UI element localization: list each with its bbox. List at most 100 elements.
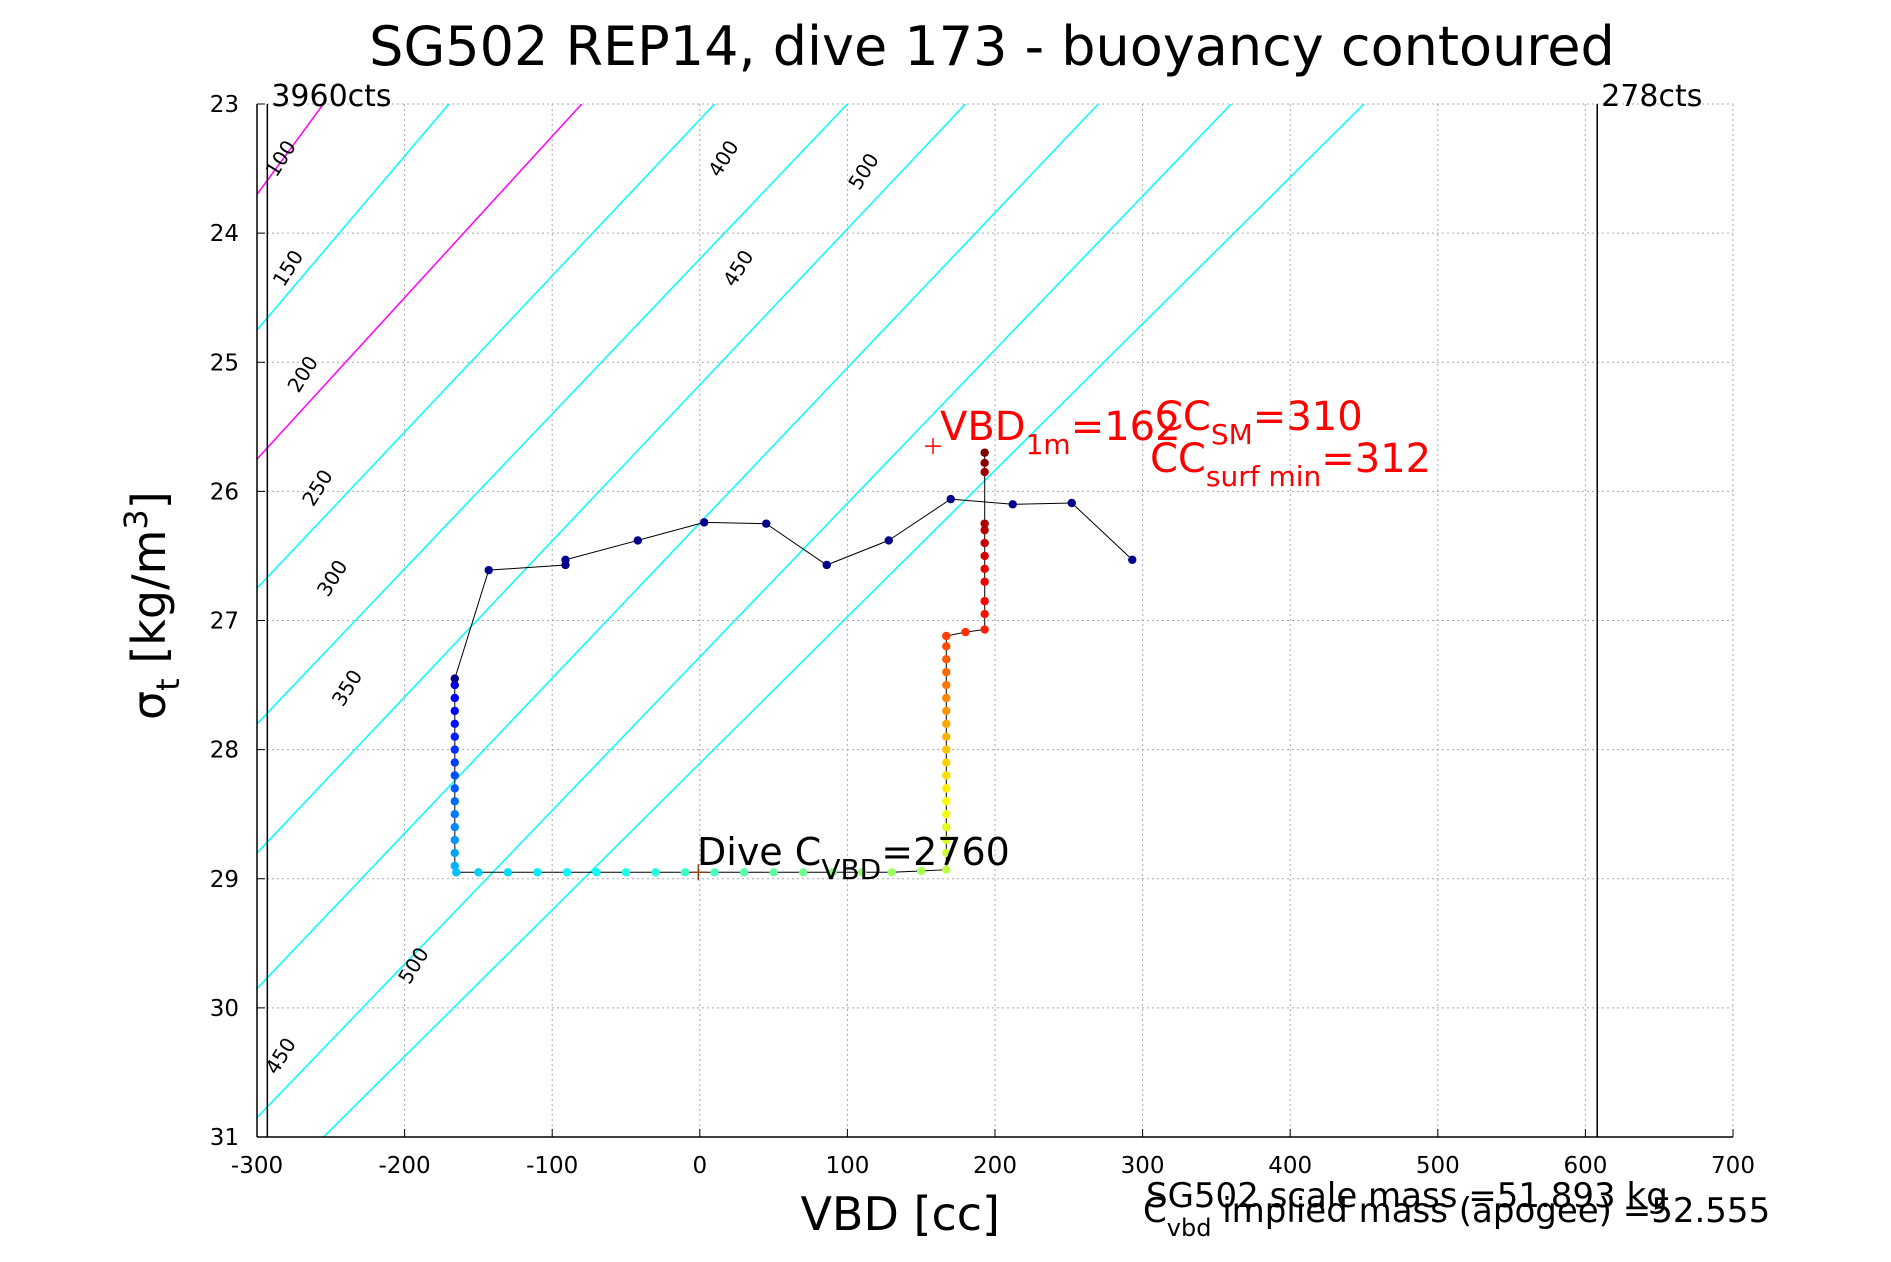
- dive-path-point: [450, 745, 459, 754]
- dive-path-point: [942, 631, 951, 641]
- dive-path-point: [769, 868, 778, 877]
- contour-label-250: 250: [297, 465, 338, 510]
- contour-label-450: 450: [718, 246, 759, 291]
- dive-path-point: [710, 868, 719, 877]
- x-tick-label: 300: [1121, 1153, 1165, 1179]
- dive-path-point: [828, 868, 837, 877]
- contour-line-300: [257, 104, 848, 725]
- surface-point: [633, 536, 643, 545]
- dive-path-point: [450, 835, 459, 845]
- count-lines: 3960cts 278cts: [266, 79, 1702, 1137]
- cc-sm-value: =310: [1253, 394, 1363, 440]
- contour-line-150: [257, 104, 450, 331]
- dive-path-point: [450, 771, 459, 780]
- tick-labels: -300 -200 -100 0 100 200 300 400 500 600 700 23 24 25…: [210, 92, 1755, 1179]
- dive-path-point: [942, 784, 951, 793]
- dive-path-point: [739, 868, 749, 877]
- dive-path-point: [450, 822, 459, 832]
- vbd-1m-value: =162: [1071, 404, 1181, 450]
- y-tick-label: 30: [210, 996, 239, 1022]
- dive-path-point: [980, 467, 989, 477]
- y-axis-label-main: σ: [122, 691, 176, 720]
- dive-path-point: [980, 525, 989, 535]
- dive-path-point: [942, 797, 951, 806]
- dive-path-point: [857, 868, 867, 877]
- vbd-1m-sub: 1m: [1026, 428, 1071, 461]
- dive-path-point: [474, 868, 483, 877]
- y-axis-label: σt [kg/m3]: [117, 491, 187, 720]
- surface-point: [450, 674, 459, 683]
- scale-mass-annotation: SG502 scale mass =51.893 kg: [1146, 1176, 1668, 1216]
- dive-path-point: [980, 564, 989, 574]
- dive-path-point: [980, 551, 989, 561]
- dive-path-point: [942, 655, 951, 664]
- cc-sm-annotation: CCSM=310: [1155, 394, 1363, 451]
- dive-cvbd-value: =2760: [881, 830, 1010, 874]
- y-axis-label-sub: t: [149, 678, 187, 691]
- dive-path-point: [980, 448, 989, 457]
- dive-path-point: [798, 868, 808, 877]
- dive-path-point: [503, 868, 513, 877]
- surface-point: [484, 565, 493, 575]
- dive-path-point: [942, 771, 951, 780]
- y-tick-label: 28: [210, 738, 239, 764]
- dive-path-point: [651, 868, 660, 877]
- surface-point: [884, 536, 893, 545]
- dive-path-point: [942, 848, 951, 858]
- y-tick-label: 27: [210, 609, 239, 635]
- cc-sm-main: CC: [1155, 394, 1211, 440]
- count-label-278cts: 278cts: [1601, 79, 1702, 114]
- y-tick-label: 29: [210, 867, 239, 893]
- plus-marker: [690, 864, 707, 881]
- contour-line-500: [322, 104, 1365, 1137]
- contour-label-150: 150: [268, 246, 309, 291]
- dive-path-point: [980, 625, 989, 634]
- y-tick-label: 23: [210, 92, 239, 118]
- surface-point: [1008, 500, 1017, 509]
- surface-point: [1067, 498, 1076, 508]
- y-axis-label-close: ]: [122, 491, 176, 509]
- dive-path-point: [452, 868, 461, 877]
- x-tick-label: -300: [231, 1153, 283, 1179]
- dive-path-point: [450, 809, 459, 819]
- cc-surf-value: =312: [1321, 436, 1431, 482]
- dive-cvbd-sub: VBD: [821, 853, 881, 886]
- contour-line-200: [257, 104, 583, 460]
- dive-path-point: [450, 848, 459, 858]
- x-tick-label: 0: [692, 1153, 707, 1179]
- x-tick-label: 500: [1416, 1153, 1460, 1179]
- dive-path-point: [450, 784, 459, 793]
- dive-path-point: [592, 868, 601, 877]
- dive-cvbd-main: Dive C: [697, 830, 821, 874]
- vbd-1m-main: VBD: [940, 404, 1026, 450]
- surface-point: [946, 494, 955, 504]
- dive-path-point: [942, 732, 951, 741]
- implied-mass-sub: vbd: [1167, 1214, 1212, 1242]
- contour-label-500: 500: [843, 149, 884, 194]
- dive-path-point: [942, 835, 951, 845]
- dive-path-point: [562, 868, 572, 877]
- x-tick-label: 200: [973, 1153, 1017, 1179]
- cc-surf-main: CC: [1150, 436, 1206, 482]
- surface-point: [1128, 555, 1137, 565]
- implied-mass-annotation: Cvbd implied mass (apogee) =52.555: [1143, 1191, 1770, 1242]
- dive-path-line: [454, 452, 986, 873]
- dive-path-point: [980, 596, 989, 606]
- dive-path-point: [450, 706, 459, 716]
- contour-label-400: 400: [703, 136, 744, 181]
- surface-point: [561, 555, 570, 565]
- contour-label-200: 200: [282, 351, 323, 396]
- dive-path-point: [942, 758, 951, 767]
- contour-line-450: [257, 104, 1232, 1119]
- dive-path-point: [942, 667, 951, 677]
- y-tick-label: 24: [210, 221, 239, 247]
- dive-path-point: [680, 868, 690, 877]
- dive-path-point: [450, 861, 459, 871]
- x-tick-label: -200: [378, 1153, 430, 1179]
- dive-path-point: [942, 706, 951, 716]
- implied-mass-value: implied mass (apogee) =52.555: [1211, 1191, 1770, 1231]
- dive-path-point: [942, 642, 951, 651]
